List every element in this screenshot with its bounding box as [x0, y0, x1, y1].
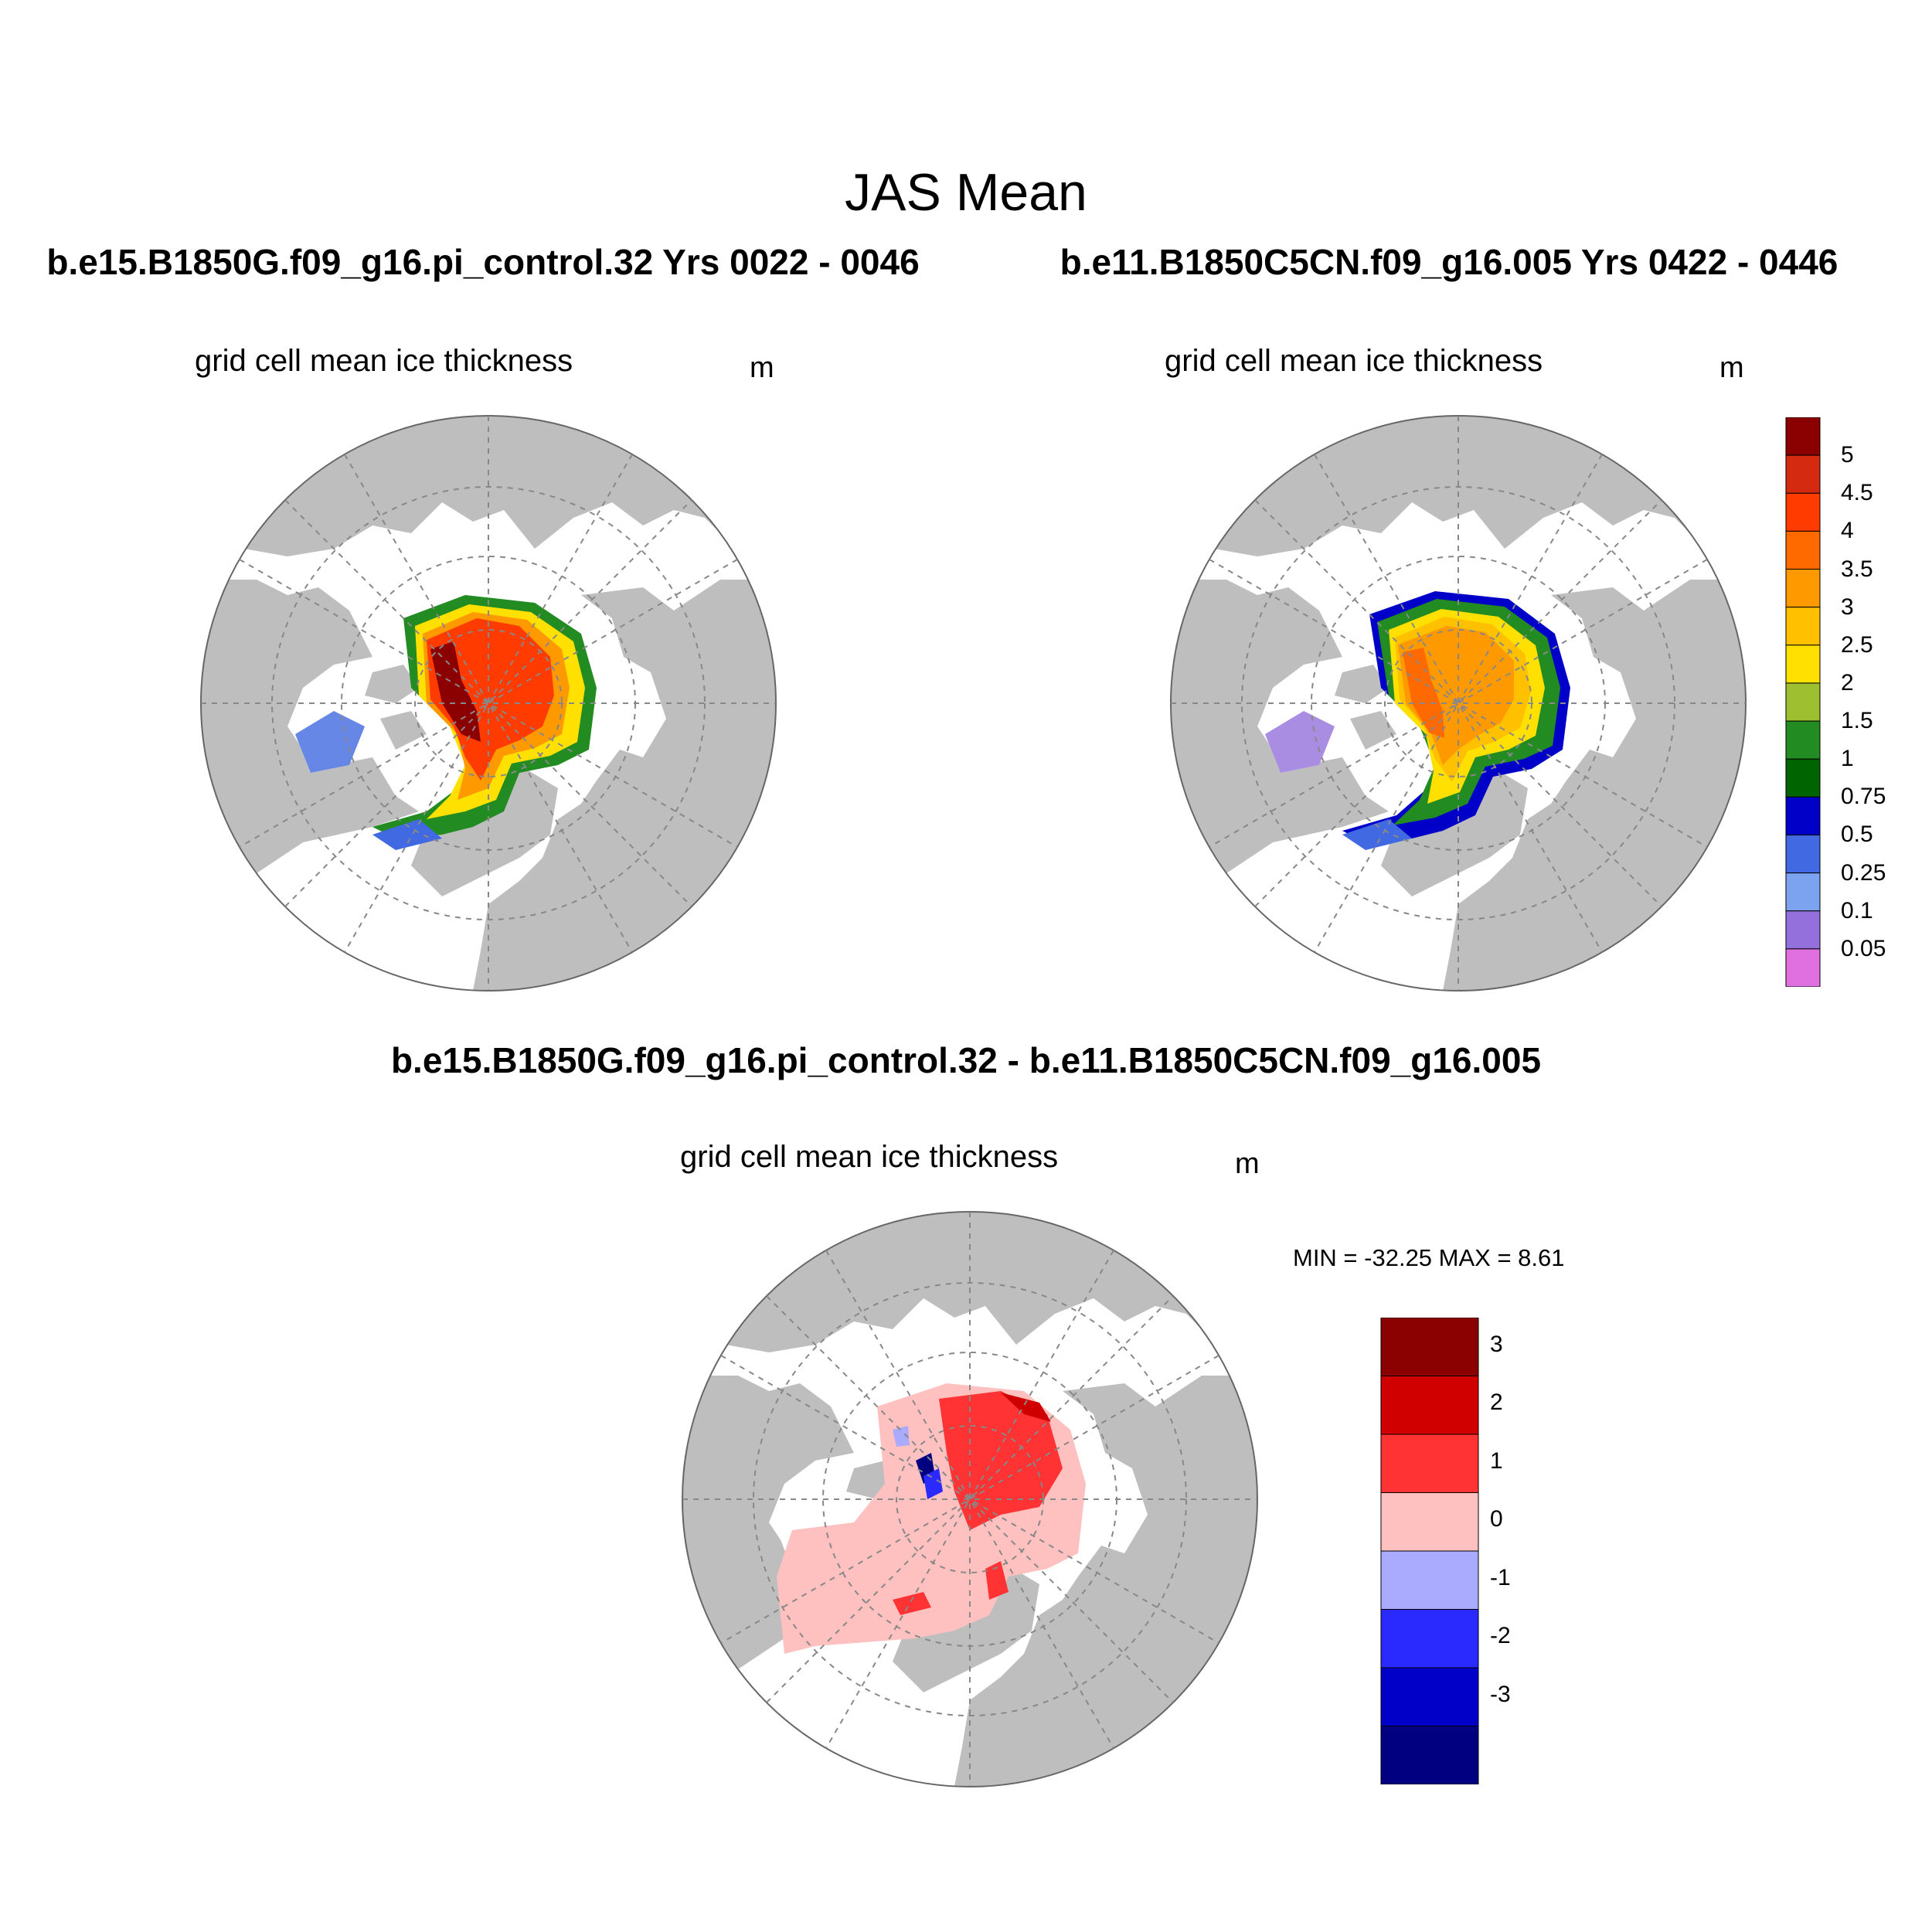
- colorbar-swatch: [1380, 1667, 1479, 1726]
- figure-title: JAS Mean: [845, 163, 1087, 222]
- colorbar-swatch: [1380, 1550, 1479, 1610]
- colorbar-tick-label: -3: [1490, 1681, 1511, 1707]
- colorbar-tick-label: 0: [1490, 1506, 1503, 1532]
- colorbar-swatch: [1380, 1726, 1479, 1784]
- colorbar-tick-label: 0.75: [1841, 784, 1886, 810]
- left-unit-label: m: [750, 352, 774, 384]
- colorbar-swatch: [1785, 492, 1821, 532]
- colorbar-swatch: [1785, 796, 1821, 835]
- colorbar-tick-label: 3: [1490, 1331, 1503, 1357]
- diff-unit-label: m: [1235, 1148, 1260, 1180]
- left-case-title: b.e15.B1850G.f09_g16.pi_control.32 Yrs 0…: [46, 242, 920, 282]
- colorbar-swatch: [1785, 910, 1821, 950]
- colorbar-swatch: [1785, 872, 1821, 912]
- colorbar-swatch: [1785, 607, 1821, 646]
- colorbar-tick-label: 0.25: [1841, 859, 1886, 886]
- colorbar-tick-label: 0.5: [1841, 821, 1873, 848]
- colorbar-swatch: [1380, 1492, 1479, 1552]
- right-polar-map: [1170, 415, 1747, 992]
- colorbar-swatch: [1380, 1609, 1479, 1668]
- colorbar-swatch: [1785, 417, 1821, 456]
- colorbar-tick-label: 1.5: [1841, 708, 1873, 734]
- colorbar-swatch: [1785, 834, 1821, 874]
- colorbar-swatch: [1380, 1434, 1479, 1493]
- diff-variable-label: grid cell mean ice thickness: [680, 1140, 1059, 1174]
- colorbar-tick-label: 2.5: [1841, 631, 1873, 658]
- colorbar-swatch: [1785, 454, 1821, 494]
- colorbar-swatch: [1785, 645, 1821, 684]
- colorbar-tick-label: 2: [1841, 669, 1854, 696]
- colorbar-tick-label: 1: [1490, 1447, 1503, 1474]
- colorbar-tick-label: 5: [1841, 442, 1854, 468]
- colorbar-tick-label: 3: [1841, 594, 1854, 620]
- colorbar-tick-label: -2: [1490, 1623, 1511, 1648]
- colorbar-tick-label: 0.1: [1841, 897, 1873, 923]
- colorbar-tick-label: 4: [1841, 518, 1854, 544]
- colorbar-tick-label: 2: [1490, 1389, 1503, 1415]
- left-variable-label: grid cell mean ice thickness: [195, 344, 573, 378]
- colorbar-tick-label: -1: [1490, 1564, 1511, 1590]
- colorbar-swatch: [1785, 758, 1821, 798]
- right-variable-label: grid cell mean ice thickness: [1165, 344, 1543, 378]
- colorbar-swatch: [1785, 682, 1821, 722]
- colorbar-swatch: [1785, 720, 1821, 760]
- right-case-title: b.e11.B1850C5CN.f09_g16.005 Yrs 0422 - 0…: [1060, 242, 1838, 282]
- colorbar-tick-label: 1: [1841, 746, 1854, 772]
- colorbar-swatch: [1785, 569, 1821, 608]
- colorbar-swatch: [1380, 1376, 1479, 1435]
- thickness-colorbar: [1785, 417, 1821, 987]
- right-unit-label: m: [1719, 352, 1744, 384]
- difference-title: b.e15.B1850G.f09_g16.pi_control.32 - b.e…: [390, 1040, 1542, 1080]
- difference-colorbar: [1380, 1318, 1479, 1784]
- colorbar-tick-label: 3.5: [1841, 556, 1873, 582]
- left-polar-map: [200, 415, 777, 992]
- colorbar-tick-label: 0.05: [1841, 935, 1886, 961]
- colorbar-swatch: [1785, 948, 1821, 987]
- colorbar-tick-label: 4.5: [1841, 480, 1873, 506]
- colorbar-swatch: [1785, 530, 1821, 570]
- difference-polar-map: [682, 1211, 1258, 1787]
- colorbar-swatch: [1380, 1318, 1479, 1376]
- min-max-label: MIN = -32.25 MAX = 8.61: [1293, 1244, 1565, 1271]
